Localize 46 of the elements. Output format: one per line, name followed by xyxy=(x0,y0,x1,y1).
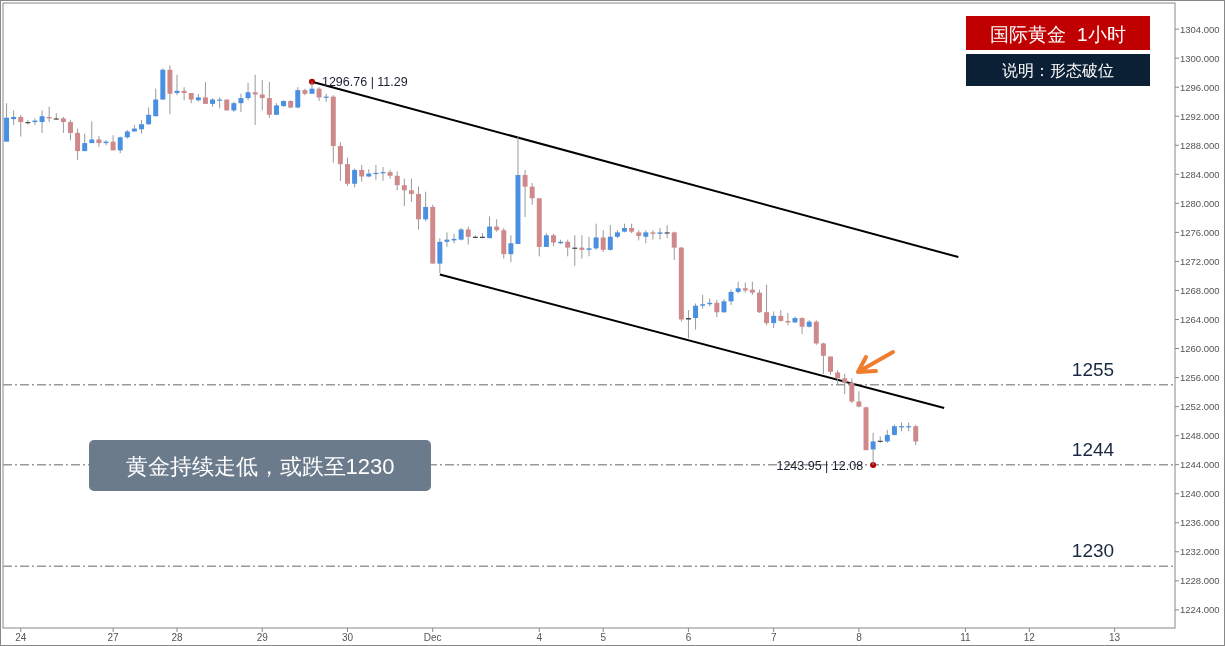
y-tick-label: 1300.000 xyxy=(1180,52,1220,64)
x-tick-label: 5 xyxy=(600,632,607,643)
y-tick-label: 1256.000 xyxy=(1180,372,1220,384)
ref-line-label: 1230 xyxy=(1071,540,1115,562)
point-note: 1296.76 | 11.29 xyxy=(322,75,408,90)
y-tick-label: 1268.000 xyxy=(1180,284,1220,296)
ref-line-label: 1255 xyxy=(1071,358,1115,380)
y-tick-label: 1264.000 xyxy=(1180,313,1220,325)
y-tick-label: 1276.000 xyxy=(1180,226,1220,238)
x-tick-label: Dec xyxy=(423,632,442,643)
x-tick-label: 30 xyxy=(341,632,354,643)
x-tick-label: 11 xyxy=(960,632,972,643)
x-tick-label: 6 xyxy=(685,632,692,643)
x-tick-label: 12 xyxy=(1023,632,1036,643)
x-tick-label: 8 xyxy=(856,632,863,643)
title: 国际黄金 1小时 xyxy=(966,16,1150,50)
y-tick-label: 1284.000 xyxy=(1180,168,1220,180)
x-tick-label: 29 xyxy=(256,632,269,643)
y-tick-label: 1232.000 xyxy=(1180,546,1220,558)
x-tick-label: 28 xyxy=(171,632,184,643)
y-tick-label: 1244.000 xyxy=(1180,459,1220,471)
annotation: 黄金持续走低，或跌至1230 xyxy=(125,454,395,479)
ref-line: 1255 xyxy=(2,358,1176,386)
x-tick-label: 24 xyxy=(15,632,27,643)
x-tick-label: 13 xyxy=(1109,632,1121,643)
y-tick-label: 1280.000 xyxy=(1180,197,1220,209)
x-tick-label: 7 xyxy=(770,632,777,643)
subtitle: 说明：形态破位 xyxy=(966,54,1150,86)
x-tick-label: 4 xyxy=(536,632,543,643)
y-tick-label: 1304.000 xyxy=(1180,23,1220,35)
y-tick-label: 1236.000 xyxy=(1180,517,1220,529)
y-tick-label: 1296.000 xyxy=(1180,81,1220,93)
ref-line-label: 1244 xyxy=(1071,438,1115,460)
y-tick-label: 1288.000 xyxy=(1180,139,1220,151)
x-tick-label: 27 xyxy=(107,632,120,643)
y-tick-label: 1240.000 xyxy=(1180,488,1220,500)
y-tick-label: 1252.000 xyxy=(1180,401,1220,413)
y-tick-label: 1260.000 xyxy=(1180,343,1220,355)
y-tick-label: 1272.000 xyxy=(1180,255,1220,267)
y-tick-label: 1248.000 xyxy=(1180,430,1220,442)
ref-line: 1230 xyxy=(2,540,1176,568)
point-note: 1243.95 | 12.08 xyxy=(776,458,864,473)
y-tick-label: 1292.000 xyxy=(1180,110,1220,122)
y-tick-label: 1224.000 xyxy=(1180,604,1220,616)
note: 黄金持续走低，或跌至1230 xyxy=(89,440,431,491)
y-tick-label: 1228.000 xyxy=(1180,575,1220,587)
